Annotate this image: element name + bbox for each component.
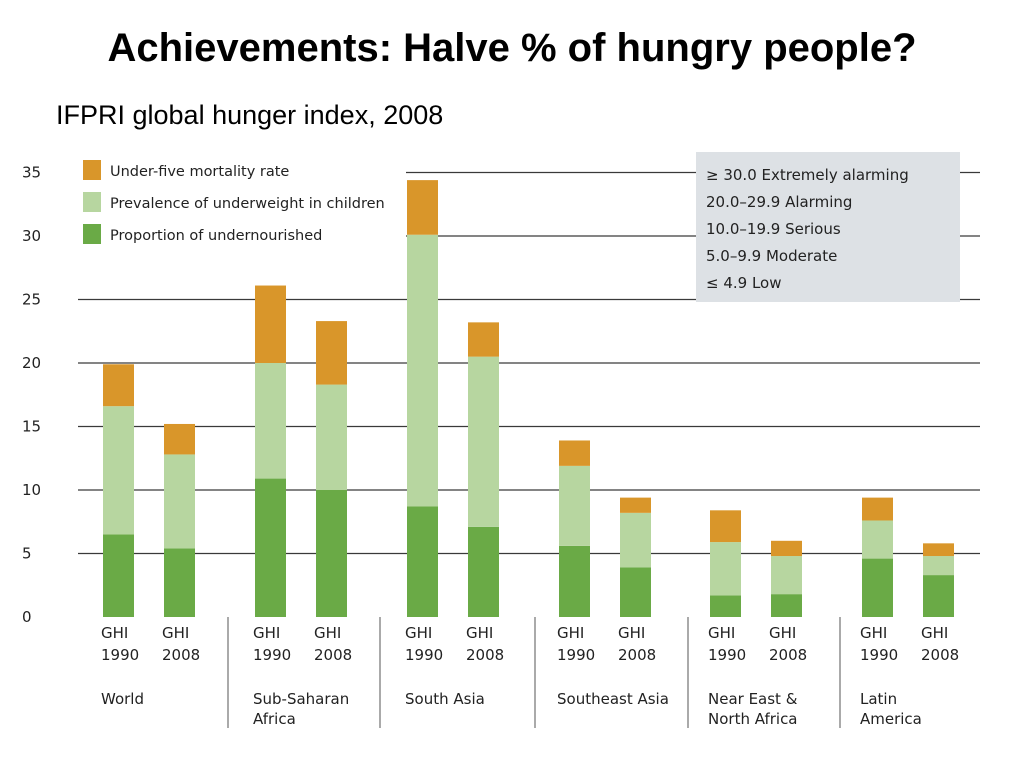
bar-segment-underweight <box>710 542 741 596</box>
bar-segment-undernourished <box>559 545 590 617</box>
bar-segment-underweight <box>164 454 195 549</box>
bar-segment-mortality <box>559 440 590 466</box>
bar-segment-undernourished <box>710 595 741 617</box>
bar-segment-underweight <box>255 363 286 479</box>
bar-segment-mortality <box>468 322 499 357</box>
region-label: Near East & <box>708 690 798 708</box>
bar-label-line1: GHI <box>860 624 887 642</box>
bar-segment-undernourished <box>316 490 347 617</box>
bar-segment-mortality <box>103 364 134 407</box>
legend: Under-five mortality rate Prevalence of u… <box>83 160 385 244</box>
bar-segment-undernourished <box>407 506 438 617</box>
bar-label-line1: GHI <box>466 624 493 642</box>
bar-label-line1: GHI <box>101 624 128 642</box>
severity-label: 10.0–19.9 Serious <box>706 220 841 238</box>
y-tick-label: 0 <box>22 608 32 626</box>
bar-label-line2: 1990 <box>101 646 139 664</box>
page-title: Achievements: Halve % of hungry people? <box>107 26 917 70</box>
bar-segment-mortality <box>923 543 954 557</box>
severity-label: ≥ 30.0 Extremely alarming <box>706 166 909 184</box>
bar-label-line1: GHI <box>921 624 948 642</box>
region-label: Africa <box>253 710 296 728</box>
legend-swatch <box>83 160 101 180</box>
bar-segment-mortality <box>164 423 195 455</box>
bars <box>103 180 954 617</box>
bar-segment-mortality <box>620 497 651 513</box>
bar-segment-underweight <box>559 465 590 546</box>
y-tick-label: 15 <box>22 418 41 436</box>
legend-swatch <box>83 224 101 244</box>
bar-label-line1: GHI <box>557 624 584 642</box>
bar-segment-underweight <box>468 356 499 527</box>
severity-label: 5.0–9.9 Moderate <box>706 247 837 265</box>
y-axis-ticks: 0 5 10 15 20 25 30 35 <box>22 164 41 627</box>
region-label: North Africa <box>708 710 798 728</box>
bar-label-line1: GHI <box>405 624 432 642</box>
bar-label-line2: 2008 <box>466 646 504 664</box>
bar-label-line2: 2008 <box>921 646 959 664</box>
region-label: World <box>101 690 144 708</box>
severity-label: 20.0–29.9 Alarming <box>706 193 852 211</box>
bar-segment-undernourished <box>255 478 286 617</box>
y-tick-label: 25 <box>22 291 41 309</box>
bar-label-line1: GHI <box>314 624 341 642</box>
legend-label: Proportion of undernourished <box>110 228 322 244</box>
legend-label: Under-five mortality rate <box>110 164 289 180</box>
bar-segment-underweight <box>620 512 651 568</box>
severity-label: ≤ 4.9 Low <box>706 274 782 292</box>
bar-label-line1: GHI <box>708 624 735 642</box>
bar-segment-mortality <box>407 180 438 235</box>
region-label: America <box>860 710 922 728</box>
legend-swatch <box>83 192 101 212</box>
bar-segment-undernourished <box>164 548 195 617</box>
bar-label-line2: 1990 <box>708 646 746 664</box>
bar-segment-underweight <box>316 384 347 490</box>
bar-segment-undernourished <box>620 567 651 617</box>
bar-segment-mortality <box>862 497 893 521</box>
bar-label-line2: 1990 <box>557 646 595 664</box>
bar-label-line2: 1990 <box>405 646 443 664</box>
bar-segment-underweight <box>923 556 954 576</box>
y-tick-label: 35 <box>22 164 41 182</box>
bar-label-line2: 2008 <box>162 646 200 664</box>
bar-label-line1: GHI <box>162 624 189 642</box>
bar-segment-undernourished <box>771 594 802 617</box>
bar-segment-underweight <box>862 520 893 559</box>
bar-segment-underweight <box>771 556 802 595</box>
severity-scale-box: ≥ 30.0 Extremely alarming 20.0–29.9 Alarm… <box>696 152 960 302</box>
bar-segment-undernourished <box>862 558 893 617</box>
bar-label-line2: 1990 <box>860 646 898 664</box>
y-tick-label: 30 <box>22 227 41 245</box>
bar-label-line2: 2008 <box>769 646 807 664</box>
bar-segment-underweight <box>407 234 438 507</box>
bar-segment-undernourished <box>468 526 499 617</box>
y-tick-label: 10 <box>22 481 41 499</box>
bar-label-line2: 2008 <box>314 646 352 664</box>
bar-segment-undernourished <box>923 575 954 617</box>
bar-label-line1: GHI <box>253 624 280 642</box>
legend-label: Prevalence of underweight in children <box>110 196 385 212</box>
bar-segment-undernourished <box>103 534 134 617</box>
region-label: Southeast Asia <box>557 690 669 708</box>
bar-label-line1: GHI <box>618 624 645 642</box>
bar-segment-underweight <box>103 406 134 535</box>
chart-subtitle: IFPRI global hunger index, 2008 <box>56 100 444 130</box>
bar-segment-mortality <box>710 510 741 543</box>
y-tick-label: 20 <box>22 354 41 372</box>
bar-segment-mortality <box>771 540 802 557</box>
bar-segment-mortality <box>255 285 286 363</box>
bar-segment-mortality <box>316 321 347 385</box>
severity-box-bg <box>696 152 960 302</box>
bar-label-line1: GHI <box>769 624 796 642</box>
bar-label-line2: 2008 <box>618 646 656 664</box>
x-axis-labels: GHI 1990 GHI 2008 GHI 1990 GHI 2008 GHI 1990 GHI 20… <box>101 617 959 728</box>
region-label: South Asia <box>405 690 485 708</box>
region-label: Latin <box>860 690 897 708</box>
y-tick-label: 5 <box>22 545 32 563</box>
region-label: Sub-Saharan <box>253 690 349 708</box>
bar-label-line2: 1990 <box>253 646 291 664</box>
